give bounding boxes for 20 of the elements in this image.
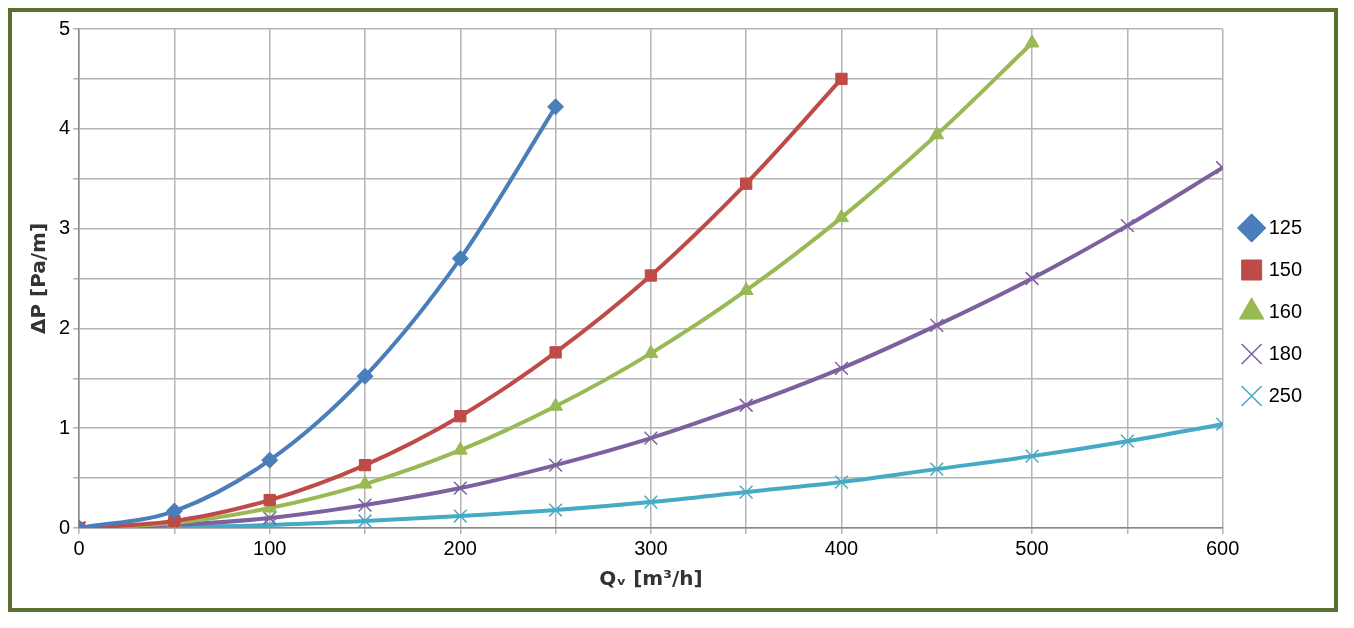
x-tick-label: 500: [1015, 536, 1049, 559]
y-tick-label: 2: [59, 315, 71, 338]
legend-label: 180: [1268, 341, 1303, 364]
x-axis-title: Qᵥ [m³/h]: [599, 566, 703, 591]
x-tick-label: 300: [634, 536, 668, 559]
legend-label: 160: [1268, 299, 1303, 322]
x-tick-label: 100: [253, 536, 287, 559]
y-tick-label: 3: [59, 216, 71, 239]
x-tick-label: 0: [73, 536, 85, 559]
x-tick-label: 600: [1205, 536, 1240, 559]
legend-label: 150: [1268, 257, 1303, 280]
y-tick-label: 4: [59, 116, 71, 139]
x-tick-label: 400: [824, 536, 859, 559]
x-tick-label: 200: [443, 536, 477, 559]
y-tick-label: 0: [59, 515, 71, 538]
legend-label: 250: [1268, 383, 1303, 406]
y-axis-title: ΔP [Pa/m]: [26, 222, 51, 335]
y-tick-label: 5: [59, 16, 71, 39]
y-tick-label: 1: [59, 415, 71, 438]
legend-label: 125: [1268, 215, 1303, 238]
